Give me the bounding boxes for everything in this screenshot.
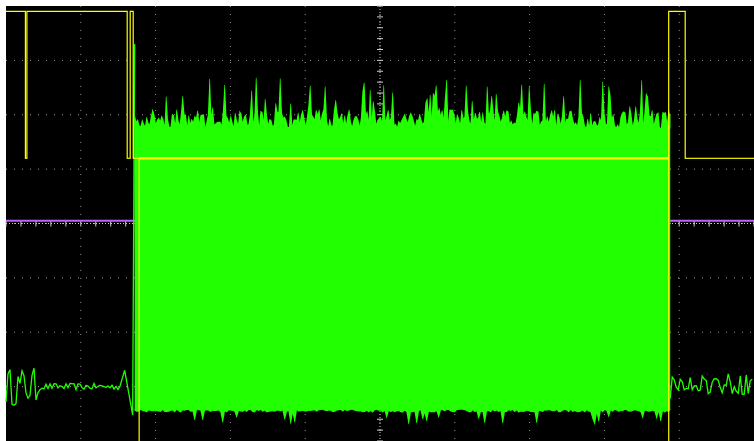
ch1-trace — [6, 10, 754, 159]
ch2-idle-trace — [5, 44, 136, 416]
traces — [5, 10, 754, 441]
ch2-burst-top-spikes — [134, 77, 671, 130]
ch2-burst-bottom-spikes — [134, 409, 671, 426]
ch2-burst-envelope — [134, 128, 671, 410]
ch2-tail-trace — [669, 373, 753, 399]
